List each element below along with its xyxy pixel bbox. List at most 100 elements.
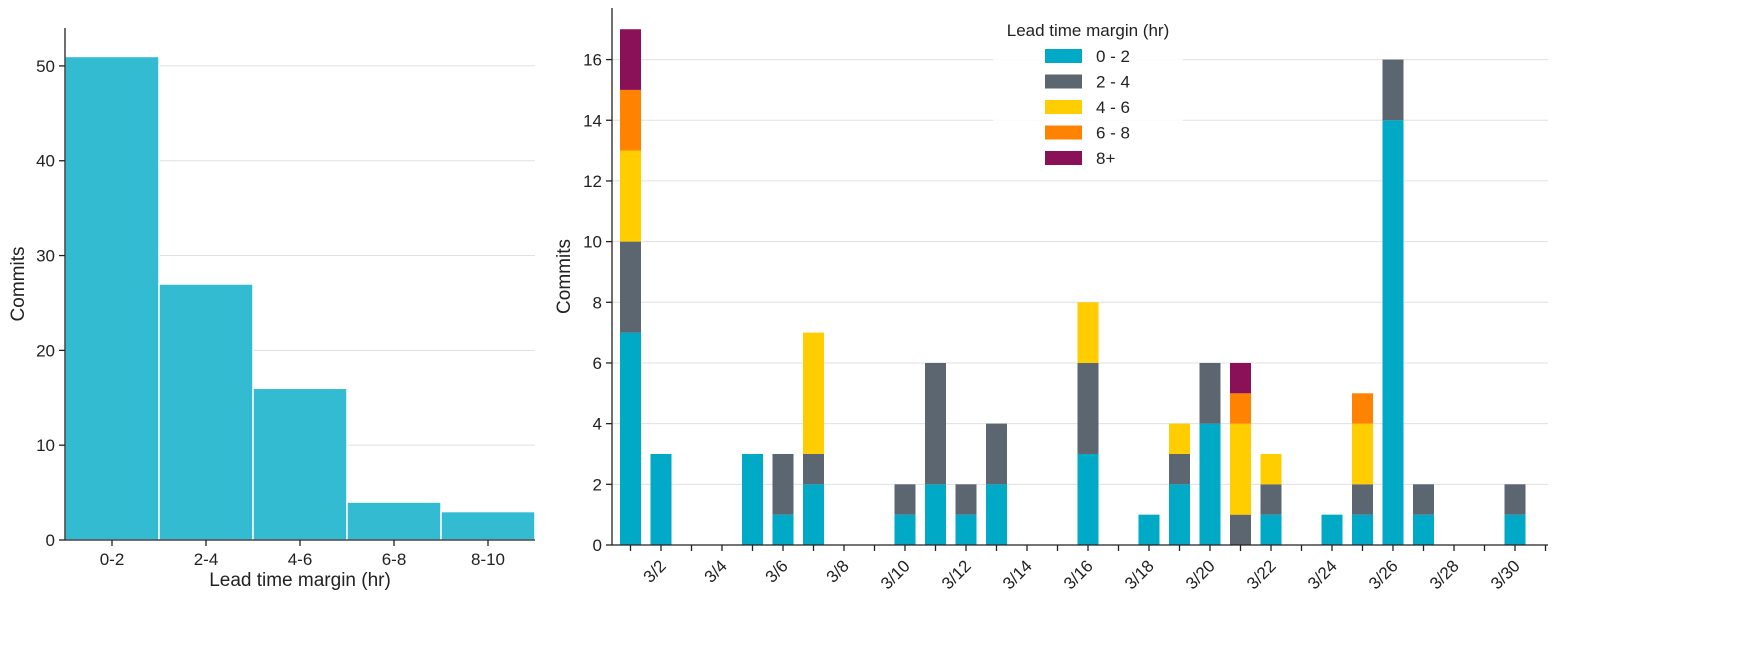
right-x-ticks: 3/2 3/4 3/6 3/8 3/10 3/12 3/14 3/16 3/18 3/20 3/22…	[629, 545, 1547, 593]
legend-label: 4 - 6	[1096, 98, 1130, 117]
stacked-bar-segment	[1169, 453, 1190, 485]
histogram-bar	[64, 55, 160, 541]
stacked-bar-segment	[925, 362, 946, 485]
right-y-tick-label: 10	[583, 233, 602, 252]
stacked-bar-segment	[620, 241, 641, 333]
legend-item: 6 - 8	[1045, 124, 1130, 143]
stacked-bar-segment	[1352, 514, 1373, 545]
stacked-bar-segment	[894, 484, 916, 515]
right-x-tick-label: 3/8	[823, 556, 853, 586]
stacked-bar-segment	[1230, 393, 1251, 424]
legend-item: 0 - 2	[1045, 47, 1130, 66]
right-x-tick-label: 3/26	[1365, 556, 1402, 593]
right-y-ticks: 0 2 4 6 8 10 12 14 16	[583, 51, 612, 555]
stacked-bar-segment	[1260, 484, 1282, 515]
left-y-axis-label: Commits	[8, 247, 29, 322]
right-x-tick-label: 3/28	[1426, 556, 1463, 593]
stacked-bar-segment	[803, 453, 824, 485]
right-x-tick-label: 3/14	[999, 556, 1036, 593]
stacked-bar-segment	[1260, 514, 1282, 545]
legend-label: 0 - 2	[1096, 47, 1130, 66]
stacked-bar-segment	[1230, 423, 1251, 515]
right-x-tick-label: 3/16	[1060, 556, 1097, 593]
legend-title: Lead time margin (hr)	[1007, 21, 1170, 40]
right-bars	[620, 29, 1526, 545]
right-x-tick-label: 3/6	[762, 556, 792, 586]
stacked-bar-segment	[1169, 484, 1190, 545]
stacked-bar-segment	[1230, 514, 1251, 545]
stacked-bar-segment	[894, 514, 916, 545]
legend-swatch	[1045, 74, 1082, 89]
stacked-bar-segment	[1077, 362, 1099, 454]
stacked-bar-segment	[803, 332, 824, 454]
stacked-bar-segment	[1199, 423, 1221, 545]
left-y-tick-label: 20	[36, 341, 55, 360]
left-y-tick-label: 50	[36, 57, 55, 76]
stacked-bar-segment	[1352, 423, 1373, 485]
stacked-bar-segment	[1260, 453, 1282, 485]
stacked-bar-segment	[1352, 393, 1373, 424]
legend-item: 4 - 6	[1045, 98, 1130, 117]
legend-swatch	[1045, 100, 1082, 114]
stacked-bar-segment	[925, 484, 946, 545]
right-y-tick-label: 0	[593, 536, 602, 555]
stacked-bar-segment	[620, 332, 641, 545]
stacked-bar-segment	[1504, 484, 1526, 515]
legend-swatch	[1045, 49, 1082, 63]
stacked-bar-segment	[955, 514, 977, 545]
right-y-tick-label: 4	[593, 415, 602, 434]
histogram-chart: 0 10 20 30 40 50 0-2 2-4 4-6 6-8 8-10 Lead time m…	[8, 28, 536, 591]
left-bars	[64, 55, 536, 541]
left-x-tick-label: 2-4	[194, 550, 219, 569]
stacked-bar-segment	[620, 89, 641, 151]
stacked-bar-segment	[1077, 453, 1099, 545]
stacked-bar-segment	[742, 453, 763, 545]
left-x-axis-label: Lead time margin (hr)	[209, 570, 391, 591]
legend-background	[993, 44, 1183, 174]
left-y-tick-label: 10	[36, 436, 55, 455]
stacked-bar-segment	[1504, 514, 1526, 545]
right-x-tick-label: 3/24	[1304, 556, 1341, 593]
legend-label: 6 - 8	[1096, 124, 1130, 143]
stacked-bar-segment	[620, 150, 641, 242]
legend-item: 2 - 4	[1045, 73, 1130, 92]
histogram-bar	[440, 510, 536, 541]
right-y-tick-label: 6	[593, 354, 602, 373]
stacked-bar-segment	[1199, 362, 1221, 424]
right-x-tick-label: 3/4	[701, 556, 731, 586]
stacked-bar-segment	[986, 423, 1007, 485]
right-x-tick-label: 3/10	[877, 556, 914, 593]
left-y-ticks: 0 10 20 30 40 50	[36, 57, 65, 550]
left-y-tick-label: 30	[36, 247, 55, 266]
legend-items: 0 - 2 2 - 4 4 - 6 6 - 8 8+	[1045, 47, 1130, 168]
right-x-tick-label: 3/12	[938, 556, 975, 593]
stacked-bar-segment	[1352, 484, 1373, 515]
legend-item: 8+	[1045, 149, 1115, 168]
left-y-tick-label: 40	[36, 152, 55, 171]
right-y-tick-label: 16	[583, 51, 602, 70]
stacked-bar-segment	[1413, 514, 1434, 545]
right-x-tick-label: 3/2	[640, 556, 670, 586]
stacked-bar-segment	[803, 484, 824, 545]
stacked-bar-segment	[1382, 120, 1404, 545]
left-x-tick-label: 6-8	[382, 550, 407, 569]
stacked-bar-segment	[772, 453, 794, 515]
right-x-tick-label: 3/30	[1487, 556, 1524, 593]
stacked-bar-segment	[1077, 302, 1099, 363]
legend-label: 8+	[1096, 149, 1115, 168]
stacked-bar-segment	[1169, 423, 1190, 454]
right-y-axis-label: Commits	[554, 239, 575, 314]
right-axes	[611, 8, 1548, 546]
histogram-bar	[252, 387, 348, 541]
legend-swatch	[1045, 151, 1082, 165]
stacked-bar-segment	[650, 453, 672, 545]
stacked-bar-segment	[1230, 362, 1251, 394]
stacked-bar-segment	[1138, 514, 1160, 545]
stacked-bar-segment	[1413, 484, 1434, 515]
right-y-tick-label: 2	[593, 475, 602, 494]
stacked-bar-segment	[772, 514, 794, 545]
stacked-bar-segment	[986, 484, 1007, 545]
legend-label: 2 - 4	[1096, 73, 1130, 92]
